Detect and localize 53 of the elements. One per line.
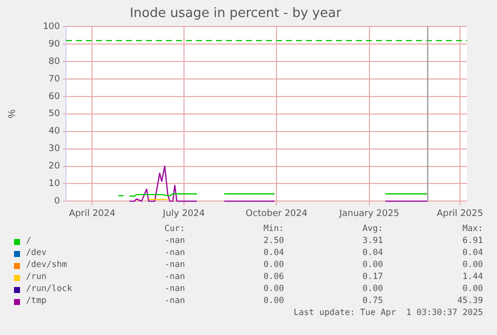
- y-axis-title: %: [6, 109, 18, 118]
- text: 6.91: [462, 236, 483, 246]
- legend-label: /dev/shm: [26, 260, 67, 270]
- legend-label: /run: [26, 272, 46, 282]
- legend-label: /run/lock: [26, 284, 72, 294]
- text: 0.00: [264, 296, 284, 306]
- x-tick-label: April 2024: [69, 208, 116, 219]
- y-tick-label: 0: [54, 196, 60, 207]
- text: Max:: [462, 224, 483, 234]
- x-tick-label: January 2025: [338, 208, 400, 219]
- text: -nan: [164, 236, 185, 246]
- y-tick-label: 100: [42, 22, 60, 32]
- text: 0.00: [362, 260, 383, 270]
- text: 0.00: [462, 284, 483, 294]
- text: 0.17: [362, 272, 383, 282]
- y-tick-label: 50: [48, 109, 60, 120]
- text: 0.00: [362, 284, 383, 294]
- x-tick-label: October 2024: [246, 208, 308, 219]
- text: -nan: [164, 296, 185, 306]
- legend-label: /tmp: [26, 296, 46, 306]
- text: 2.50: [264, 236, 284, 246]
- chart-title: Inode usage in percent - by year: [130, 6, 342, 22]
- text: -nan: [164, 272, 185, 282]
- x-tick-label: April 2025: [436, 208, 484, 219]
- text: 0.00: [264, 260, 284, 270]
- text: -nan: [164, 284, 185, 294]
- text: 45.39: [457, 296, 483, 306]
- text: 0.04: [362, 248, 383, 258]
- y-tick-label: 70: [48, 74, 60, 84]
- text: 0.00: [462, 260, 483, 270]
- text: 0.00: [264, 284, 284, 294]
- x-tick-label: July 2024: [162, 208, 206, 219]
- text: -nan: [164, 248, 185, 258]
- y-tick-label: 80: [48, 56, 60, 67]
- y-tick-label: 90: [48, 39, 60, 50]
- text: -nan: [164, 260, 185, 270]
- text: 0.06: [264, 272, 284, 282]
- y-tick-label: 40: [48, 126, 60, 137]
- y-tick-label: 20: [48, 162, 60, 172]
- text: Avg:: [362, 224, 383, 234]
- y-tick-label: 60: [48, 92, 60, 102]
- text: 0.04: [264, 248, 284, 258]
- text: Min:: [264, 224, 284, 234]
- text: 3.91: [362, 236, 383, 246]
- text: Last update: Tue Apr 1 03:30:37 2025: [294, 308, 483, 318]
- legend-label: /: [26, 236, 32, 246]
- y-tick-label: 30: [48, 144, 60, 154]
- text: 0.04: [462, 248, 483, 258]
- legend-label: /dev: [26, 248, 46, 258]
- text: 1.44: [462, 272, 483, 282]
- y-tick-label: 10: [48, 179, 60, 190]
- text: 0.75: [362, 296, 383, 306]
- text: Cur:: [164, 224, 185, 234]
